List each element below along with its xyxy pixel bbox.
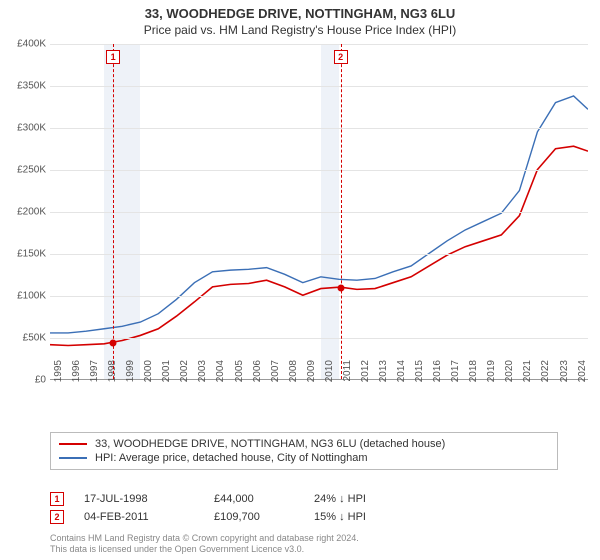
x-axis-label: 2024 [577,360,588,390]
sale-pct: 24% ↓ HPI [314,493,424,505]
series-line [50,146,588,345]
sale-vline [113,44,114,379]
sale-point [110,340,117,347]
x-axis-label: 2002 [179,360,190,390]
y-axis-label: £250K [6,165,46,176]
y-axis-label: £200K [6,207,46,218]
x-axis-label: 2007 [270,360,281,390]
x-axis-label: 2001 [161,360,172,390]
sale-marker-box: 2 [334,50,348,64]
chart-subtitle: Price paid vs. HM Land Registry's House … [0,21,600,37]
x-axis-label: 2023 [559,360,570,390]
x-axis-label: 2006 [252,360,263,390]
y-gridline [50,254,588,255]
y-axis-label: £150K [6,249,46,260]
x-axis-label: 2008 [288,360,299,390]
chart-container: 33, WOODHEDGE DRIVE, NOTTINGHAM, NG3 6LU… [0,0,600,560]
footer-attribution: Contains HM Land Registry data © Crown c… [50,533,558,556]
sale-vline [341,44,342,379]
sale-marker-box: 1 [106,50,120,64]
chart-area: £0£50K£100K£150K£200K£250K£300K£350K£400… [8,44,592,404]
x-axis-label: 2000 [143,360,154,390]
chart-title: 33, WOODHEDGE DRIVE, NOTTINGHAM, NG3 6LU [0,0,600,21]
sale-row-marker: 1 [50,492,64,506]
series-line [50,96,588,333]
sale-date: 04-FEB-2011 [84,511,194,523]
x-axis-label: 1997 [89,360,100,390]
x-axis-label: 2022 [540,360,551,390]
plot-area: £0£50K£100K£150K£200K£250K£300K£350K£400… [50,44,588,380]
x-axis-label: 2010 [324,360,335,390]
x-axis-label: 2012 [360,360,371,390]
footer-line: Contains HM Land Registry data © Crown c… [50,533,558,545]
y-axis-label: £400K [6,39,46,50]
y-gridline [50,44,588,45]
legend-label: HPI: Average price, detached house, City… [95,452,368,464]
sale-row: 1 17-JUL-1998 £44,000 24% ↓ HPI [50,490,558,508]
x-axis-label: 2019 [486,360,497,390]
legend: 33, WOODHEDGE DRIVE, NOTTINGHAM, NG3 6LU… [50,432,558,470]
legend-swatch [59,457,87,459]
y-axis-label: £0 [6,375,46,386]
x-axis-label: 1996 [71,360,82,390]
legend-item: HPI: Average price, detached house, City… [59,451,549,465]
y-gridline [50,86,588,87]
x-axis-label: 1999 [125,360,136,390]
x-axis-label: 2004 [215,360,226,390]
y-gridline [50,296,588,297]
y-axis-label: £300K [6,123,46,134]
x-axis-label: 2017 [450,360,461,390]
sale-row-marker: 2 [50,510,64,524]
y-axis-label: £50K [6,333,46,344]
x-axis-label: 2005 [234,360,245,390]
legend-swatch [59,443,87,445]
x-axis-label: 2009 [306,360,317,390]
y-axis-label: £100K [6,291,46,302]
x-axis-label: 2014 [396,360,407,390]
x-axis-label: 2021 [522,360,533,390]
legend-item: 33, WOODHEDGE DRIVE, NOTTINGHAM, NG3 6LU… [59,437,549,451]
sale-price: £44,000 [214,493,294,505]
x-axis-label: 2018 [468,360,479,390]
sale-row: 2 04-FEB-2011 £109,700 15% ↓ HPI [50,508,558,526]
x-axis-label: 2011 [342,360,353,390]
x-axis-label: 2015 [414,360,425,390]
sale-date: 17-JUL-1998 [84,493,194,505]
y-gridline [50,338,588,339]
sale-point [337,284,344,291]
y-gridline [50,212,588,213]
sale-price: £109,700 [214,511,294,523]
y-gridline [50,128,588,129]
x-axis-label: 2013 [378,360,389,390]
footer-line: This data is licensed under the Open Gov… [50,544,558,556]
legend-label: 33, WOODHEDGE DRIVE, NOTTINGHAM, NG3 6LU… [95,438,445,450]
y-gridline [50,170,588,171]
sale-pct: 15% ↓ HPI [314,511,424,523]
x-axis-label: 2020 [504,360,515,390]
x-axis-label: 1995 [53,360,64,390]
sales-table: 1 17-JUL-1998 £44,000 24% ↓ HPI 2 04-FEB-2011… [50,490,558,526]
x-axis-label: 2016 [432,360,443,390]
y-axis-label: £350K [6,81,46,92]
x-axis-label: 2003 [197,360,208,390]
